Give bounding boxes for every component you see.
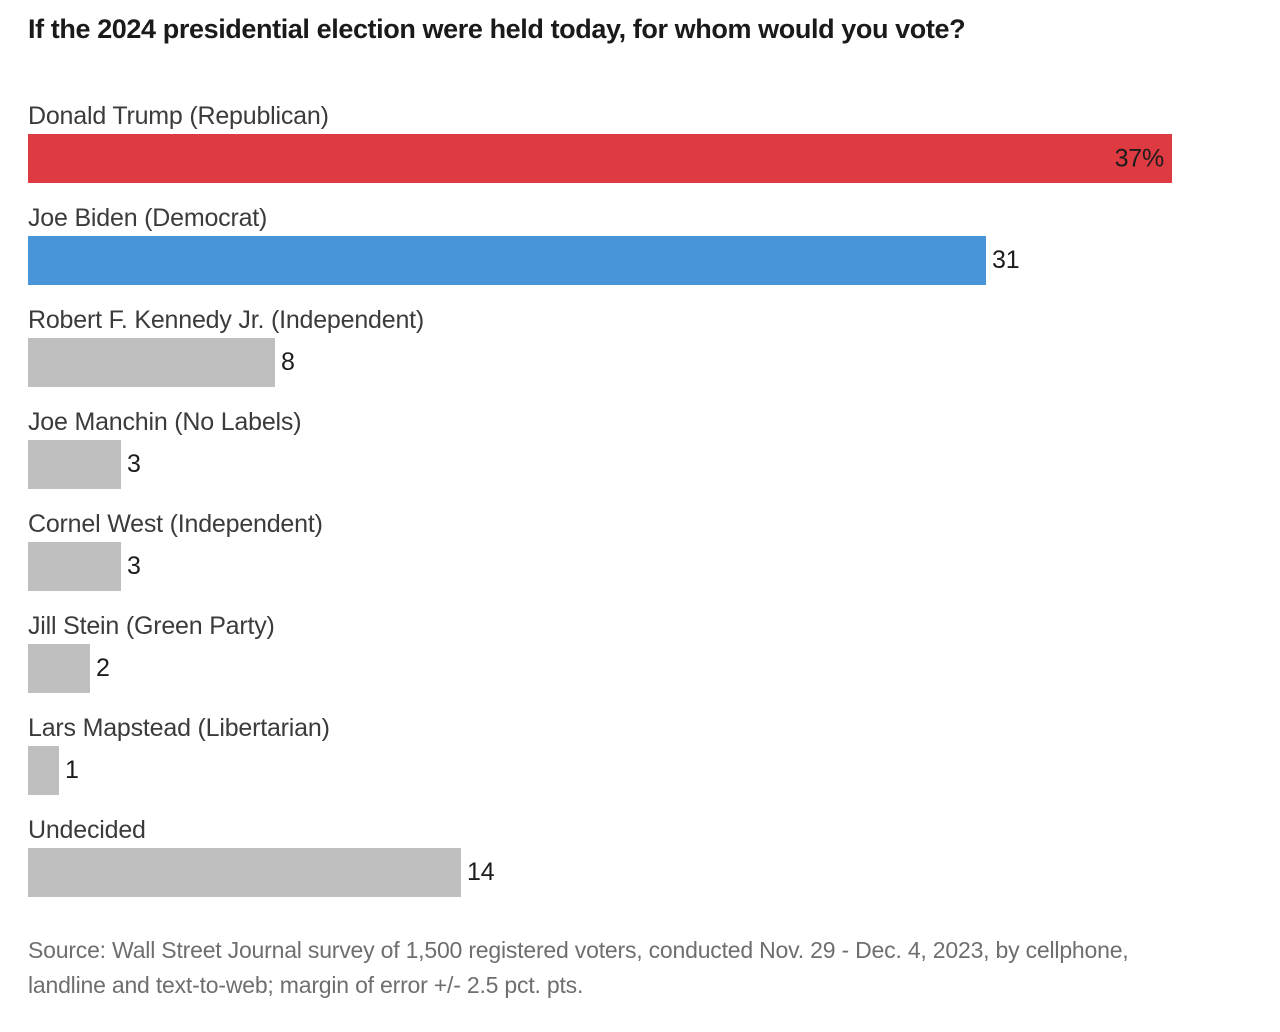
bar-track: 31 (28, 236, 1250, 285)
bar-track: 14 (28, 848, 1250, 897)
bar-label: Donald Trump (Republican) (28, 102, 329, 130)
chart-title: If the 2024 presidential election were h… (28, 14, 966, 44)
bar-track: 2 (28, 644, 1250, 693)
bar-row: Donald Trump (Republican) 37% (28, 101, 1250, 183)
bar-value: 3 (127, 450, 141, 478)
bar-row: Robert F. Kennedy Jr. (Independent) 8 (28, 305, 1250, 387)
bar-value: 3 (127, 552, 141, 580)
bar-track: 3 (28, 542, 1250, 591)
bar-value: 1 (65, 756, 79, 784)
bar-track: 3 (28, 440, 1250, 489)
bar-value: 31 (992, 246, 1020, 274)
bar-track: 1 (28, 746, 1250, 795)
bar (28, 440, 121, 489)
source-line-1: Source: Wall Street Journal survey of 1,… (28, 937, 1129, 963)
bar-row: Jill Stein (Green Party) 2 (28, 611, 1250, 693)
bar (28, 338, 275, 387)
bar-label: Jill Stein (Green Party) (28, 612, 275, 640)
source-note: Source: Wall Street Journal survey of 1,… (28, 933, 1250, 1003)
bar-row: Joe Manchin (No Labels) 3 (28, 407, 1250, 489)
bar-row: Lars Mapstead (Libertarian) 1 (28, 713, 1250, 795)
bar-row: Cornel West (Independent) 3 (28, 509, 1250, 591)
bar-label: Joe Manchin (No Labels) (28, 408, 302, 436)
bar-label: Undecided (28, 816, 146, 844)
bar (28, 236, 986, 285)
bar-value: 14 (467, 858, 495, 886)
bar (28, 542, 121, 591)
bar-row: Undecided 14 (28, 815, 1250, 897)
bar-label: Cornel West (Independent) (28, 510, 323, 538)
bar-rows: Donald Trump (Republican) 37% Joe Biden … (28, 101, 1250, 897)
bar-value: 8 (281, 348, 295, 376)
bar-track: 37% (28, 134, 1250, 183)
bar-row: Joe Biden (Democrat) 31 (28, 203, 1250, 285)
bar-label: Robert F. Kennedy Jr. (Independent) (28, 306, 425, 334)
bar (28, 746, 59, 795)
bar-label: Joe Biden (Democrat) (28, 204, 268, 232)
bar-value: 2 (96, 654, 110, 682)
bar: 37% (28, 134, 1172, 183)
bar (28, 848, 461, 897)
source-line-2: landline and text-to-web; margin of erro… (28, 972, 584, 998)
bar-track: 8 (28, 338, 1250, 387)
bar (28, 644, 90, 693)
bar-label: Lars Mapstead (Libertarian) (28, 714, 330, 742)
bar-value: 37% (1114, 144, 1165, 172)
